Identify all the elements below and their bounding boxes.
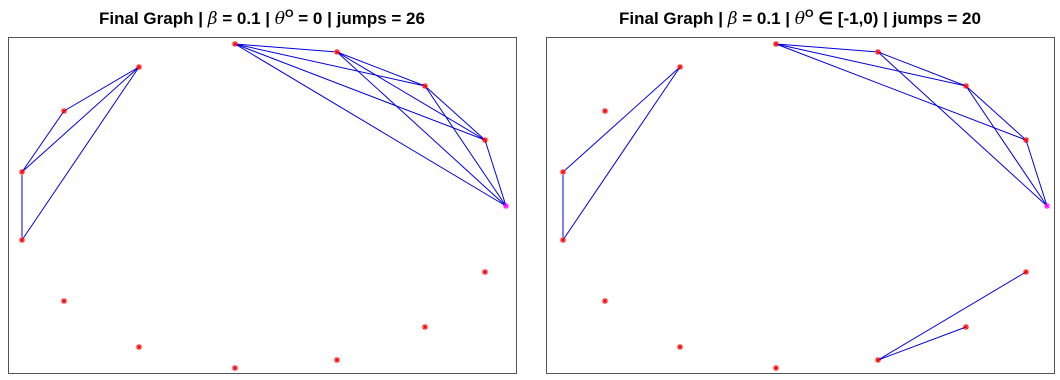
- edge: [63, 66, 140, 112]
- node: [136, 64, 142, 70]
- edge: [234, 43, 426, 87]
- node: [61, 108, 67, 114]
- panel-frame: [8, 37, 517, 374]
- node: [1044, 203, 1050, 209]
- node: [560, 237, 566, 243]
- node: [334, 357, 340, 363]
- node: [875, 49, 881, 55]
- node: [232, 365, 238, 371]
- edge: [965, 85, 1048, 207]
- node: [503, 203, 509, 209]
- edge: [775, 43, 1027, 141]
- node: [422, 83, 428, 89]
- edge: [234, 43, 486, 141]
- node: [334, 49, 340, 55]
- edge: [484, 139, 507, 207]
- edge: [336, 51, 486, 141]
- node: [677, 344, 683, 350]
- node: [602, 108, 608, 114]
- node: [875, 357, 881, 363]
- edge: [234, 43, 507, 207]
- edge: [21, 66, 140, 241]
- edge: [877, 51, 967, 87]
- edge: [336, 51, 507, 207]
- node: [963, 324, 969, 330]
- node: [19, 169, 25, 175]
- node: [482, 269, 488, 275]
- edge: [877, 51, 1048, 207]
- panel-frame: [546, 37, 1055, 374]
- node: [422, 324, 428, 330]
- node: [136, 344, 142, 350]
- edge: [877, 271, 1027, 361]
- node: [677, 64, 683, 70]
- edge: [877, 326, 967, 361]
- node: [1023, 137, 1029, 143]
- node: [1023, 269, 1029, 275]
- node: [963, 83, 969, 89]
- node: [232, 41, 238, 47]
- node: [19, 237, 25, 243]
- node: [602, 298, 608, 304]
- panel-title: Final Graph | β = 0.1 | θO = 0 | jumps =…: [99, 8, 425, 29]
- edge: [562, 66, 681, 241]
- node: [773, 41, 779, 47]
- node: [61, 298, 67, 304]
- panel-title: Final Graph | β = 0.1 | θO ∈ [-1,0) | ju…: [619, 8, 981, 29]
- edge: [234, 43, 338, 53]
- edge: [21, 66, 140, 173]
- edge: [424, 85, 486, 141]
- edge: [424, 85, 507, 207]
- edge: [775, 43, 879, 53]
- edge: [336, 51, 426, 87]
- edge: [21, 110, 65, 173]
- node: [482, 137, 488, 143]
- edge: [775, 43, 967, 87]
- node: [773, 365, 779, 371]
- edge: [562, 66, 681, 173]
- edge: [965, 85, 1027, 141]
- edge: [1025, 139, 1048, 207]
- node: [560, 169, 566, 175]
